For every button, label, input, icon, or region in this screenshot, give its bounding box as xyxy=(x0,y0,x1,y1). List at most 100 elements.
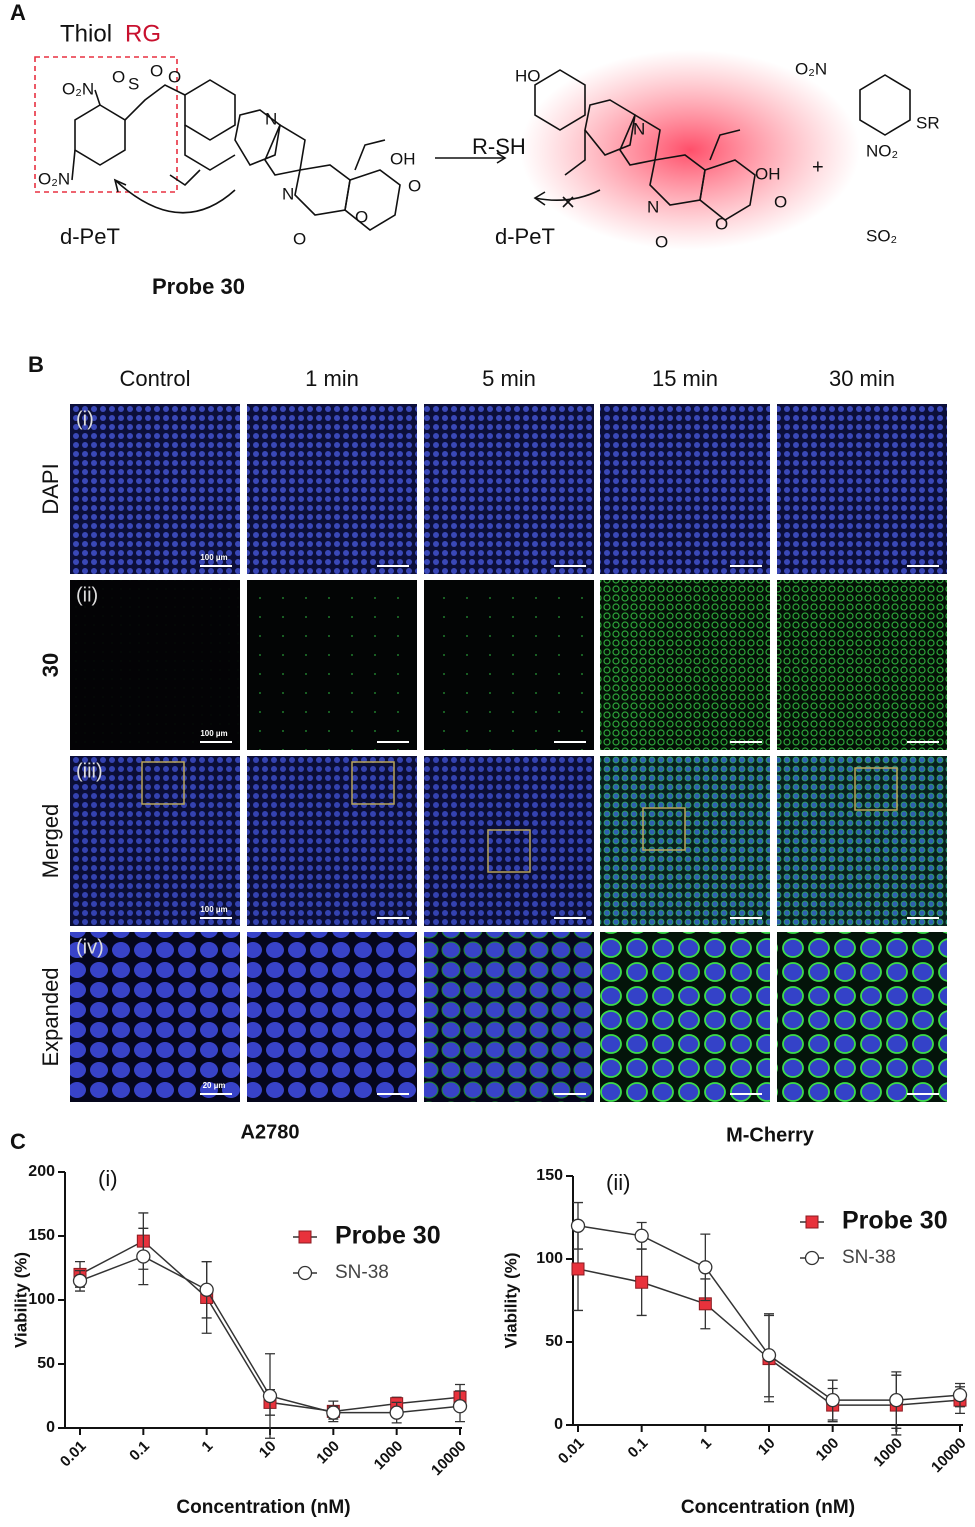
legend-label: SN-38 xyxy=(335,1262,389,1283)
panel-label: A xyxy=(10,0,26,25)
y-tick-label: 50 xyxy=(545,1333,563,1350)
scale-bar-label: 20 µm xyxy=(203,1081,226,1090)
atom-label: OH xyxy=(755,164,781,183)
atom-label: N xyxy=(647,197,659,216)
y-axis-label: Viability (%) xyxy=(11,1252,30,1348)
micrograph xyxy=(247,932,417,1102)
atom-label: N xyxy=(282,184,294,203)
marker xyxy=(452,1399,468,1414)
marker xyxy=(136,1249,151,1264)
chart-panel-label: (i) xyxy=(98,1166,118,1191)
marker xyxy=(634,1228,649,1243)
micrograph xyxy=(247,756,417,926)
probe-name: Probe 30 xyxy=(152,274,245,299)
micrograph xyxy=(70,404,240,574)
atom-label: O xyxy=(112,67,125,86)
marker xyxy=(825,1392,840,1408)
row-label: 30 xyxy=(38,653,63,677)
y-tick-label: 200 xyxy=(28,1163,55,1180)
row-numeral: (i) xyxy=(76,408,94,430)
atom-label: O₂N xyxy=(38,169,70,188)
chemical-structures xyxy=(34,50,911,250)
x-tick-label: 0.1 xyxy=(126,1438,153,1465)
x-tick-label: 1000 xyxy=(371,1438,407,1474)
marker xyxy=(199,1282,214,1297)
micrograph xyxy=(600,404,770,574)
dpet-label: d-PeT xyxy=(60,224,120,249)
x-tick-label: 1 xyxy=(697,1435,715,1453)
y-axis-label: Viability (%) xyxy=(501,1252,520,1348)
zoom-box xyxy=(487,829,531,873)
atom-label: O xyxy=(150,61,163,80)
marker xyxy=(761,1348,777,1363)
marker xyxy=(698,1260,713,1275)
column-label: 15 min xyxy=(652,366,718,391)
column-label: Control xyxy=(120,366,191,391)
legend-label: SN-38 xyxy=(842,1247,896,1268)
atom-label: OH xyxy=(390,149,416,168)
x-tick-label: 10000 xyxy=(928,1435,970,1477)
x-tick-label: 10 xyxy=(256,1438,280,1462)
marker xyxy=(570,1218,586,1233)
y-tick-label: 100 xyxy=(536,1250,563,1267)
micrograph xyxy=(70,580,240,750)
atom-label: O xyxy=(408,176,421,195)
atom-label: O₂N xyxy=(62,79,94,98)
marker xyxy=(262,1388,278,1404)
zoom-box xyxy=(642,807,686,851)
micrograph xyxy=(70,756,240,926)
reagent: R-SH xyxy=(472,134,526,159)
legend-label: Probe 30 xyxy=(842,1207,948,1235)
column-label: 30 min xyxy=(829,366,895,391)
legend-marker xyxy=(804,1250,820,1266)
atom-label: O xyxy=(355,207,368,226)
y-tick-label: 100 xyxy=(28,1291,55,1308)
x-tick-label: 100 xyxy=(313,1438,343,1468)
x-tick-label: 0.1 xyxy=(625,1435,652,1462)
atom-label: N xyxy=(265,109,277,128)
x-tick-label: 10 xyxy=(755,1435,779,1459)
y-tick-label: 150 xyxy=(28,1227,55,1244)
x-axis-label: Concentration (nM) xyxy=(176,1497,350,1518)
micrograph xyxy=(777,404,947,574)
x-axis-label: Concentration (nM) xyxy=(681,1497,855,1518)
row-label: DAPI xyxy=(38,463,63,514)
panel-label: B xyxy=(28,352,44,377)
title-highlight: RG xyxy=(125,20,161,47)
marker xyxy=(72,1273,88,1288)
byproduct: SO₂ xyxy=(866,226,897,245)
micrograph xyxy=(777,580,947,750)
x-tick-label: 10000 xyxy=(428,1438,470,1480)
plus: + xyxy=(812,156,824,178)
atom-label: SR xyxy=(916,113,940,132)
row-numeral: (iii) xyxy=(76,760,103,782)
atom-label: O₂N xyxy=(795,59,827,78)
y-tick-label: 0 xyxy=(554,1416,563,1433)
row-numeral: (ii) xyxy=(76,584,98,606)
legend-label: Probe 30 xyxy=(335,1222,441,1250)
zoom-box xyxy=(351,761,395,805)
micrograph xyxy=(247,580,417,750)
title: Thiol xyxy=(60,20,112,47)
scale-bar-label: 100 µm xyxy=(200,553,227,562)
chart-title: M-Cherry xyxy=(726,1124,815,1146)
microscopy-panel: B Control 1 min 5 min 15 min 30 min DAPI (i) 100… xyxy=(28,352,947,1102)
column-label: 5 min xyxy=(482,366,536,391)
atom-label: O xyxy=(168,67,181,86)
marker xyxy=(571,1262,585,1276)
zoom-box xyxy=(141,761,185,805)
x-tick-label: 1 xyxy=(198,1438,216,1456)
chart-panel-label: (ii) xyxy=(606,1170,630,1195)
row-numeral: (iv) xyxy=(76,936,104,958)
atom-label: S xyxy=(128,74,139,93)
x-tick-label: 0.01 xyxy=(555,1435,588,1468)
legend-marker xyxy=(298,1230,312,1244)
atom-label: O xyxy=(293,229,306,248)
marker xyxy=(635,1275,649,1289)
micrograph xyxy=(424,756,594,926)
panel-label: C xyxy=(10,1129,26,1154)
zoom-box xyxy=(854,767,898,811)
atom-label: O xyxy=(655,232,668,251)
row-label: Expanded xyxy=(38,967,63,1066)
